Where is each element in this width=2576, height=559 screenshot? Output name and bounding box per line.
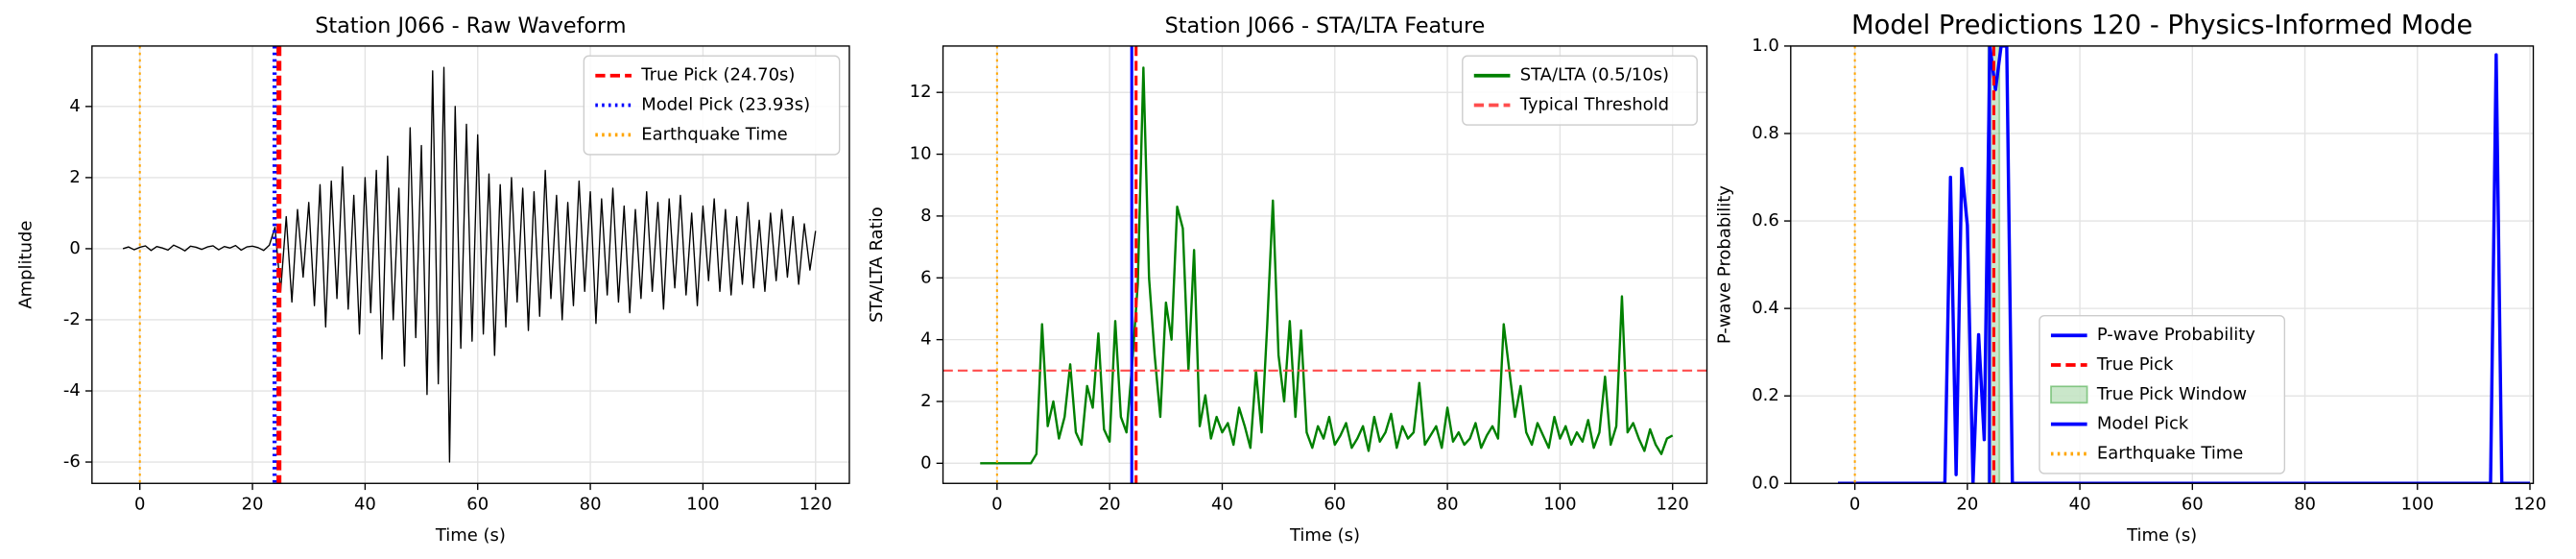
x-tick-label: 40 [2069,495,2091,515]
chart-panel: 0 20 40 60 80 100 120 -6 -4 -2 0 2 4 Station J066 - R… [15,13,850,546]
y-tick-label: 1.0 [1752,36,1779,56]
x-tick-label: 80 [1437,495,1459,515]
y-tick-label: 8 [920,206,931,226]
legend-label: Earthquake Time [2097,443,2244,463]
chart-panel: 0 20 40 60 80 100 120 0 2 4 6 8 10 12 Station J066 - S… [867,13,1708,546]
plot-area [122,45,817,484]
legend-box [2039,314,2286,474]
x-tick-label: 20 [242,495,264,515]
y-tick-label: 0 [69,238,80,258]
x-axis-label: Time (s) [2126,525,2197,546]
legend-label: True Pick [2096,354,2174,375]
plot-area [942,45,1707,484]
y-tick-label: 10 [910,144,932,164]
x-tick-label: 20 [1956,495,1978,515]
legend-swatch [2050,385,2088,404]
y-tick-label: 2 [69,167,80,187]
legend-box [1462,55,1698,126]
y-tick-label: 2 [920,391,931,411]
y-tick-label: 0.2 [1752,385,1779,405]
series-line [1838,45,2531,484]
legend: True Pick (24.70s) Model Pick (23.93s) Ear… [583,55,841,156]
legend-label: Typical Threshold [1519,95,1669,115]
axes-frame [1790,45,2535,484]
legend-label: STA/LTA (0.5/10s) [1520,65,1669,85]
y-tick-label: -2 [63,309,81,329]
x-tick-label: 60 [1324,495,1346,515]
legend: P-wave Probability True Pick True Pick Win… [2039,314,2286,474]
chart-title: Station J066 - STA/LTA Feature [1165,13,1486,38]
x-tick-label: 120 [2514,495,2546,515]
legend-label: Earthquake Time [641,124,788,144]
legend: STA/LTA (0.5/10s) Typical Threshold [1462,55,1698,126]
chart-panel: 0 20 40 60 80 100 120 0.0 0.2 0.4 0.6 0.8 1.0 Model P… [1714,11,2546,546]
legend-label: Model Pick [2097,414,2189,434]
y-tick-label: 6 [920,267,931,287]
legend-label: True Pick Window [2096,384,2247,404]
y-tick-label: 0 [920,452,931,473]
y-axis-label: Amplitude [15,221,36,309]
x-tick-label: 0 [1849,495,1860,515]
plot-area [1838,45,2531,484]
x-axis-label: Time (s) [435,525,506,546]
y-tick-label: 4 [69,96,80,116]
x-tick-label: 40 [1211,495,1233,515]
legend-label: Model Pick (23.93s) [641,95,810,115]
axes-frame [91,45,850,484]
x-tick-label: 100 [686,495,719,515]
legend-box [583,55,841,156]
y-tick-label: 4 [920,329,931,350]
x-tick-label: 60 [466,495,489,515]
y-tick-label: 0.6 [1752,210,1779,231]
y-tick-label: 0.4 [1752,298,1779,318]
x-tick-label: 0 [134,495,145,515]
y-tick-label: -4 [63,380,81,401]
x-tick-label: 120 [799,495,832,515]
y-axis-label: P-wave Probability [1714,185,1734,344]
x-axis-label: Time (s) [1289,525,1360,546]
x-tick-label: 120 [1657,495,1689,515]
x-tick-label: 0 [991,495,1002,515]
x-tick-label: 80 [2294,495,2316,515]
chart-title: Station J066 - Raw Waveform [315,13,626,38]
x-tick-label: 100 [1543,495,1576,515]
y-tick-label: 0.0 [1752,473,1779,493]
axes-frame [942,45,1708,484]
x-tick-label: 60 [2182,495,2204,515]
y-tick-label: 12 [910,82,932,102]
legend-label: True Pick (24.70s) [640,65,795,85]
series-line [980,66,1674,465]
y-tick-label: 0.8 [1752,123,1779,143]
x-tick-label: 80 [580,495,602,515]
series-line [122,66,817,463]
legend-label: P-wave Probability [2097,325,2255,345]
x-tick-label: 20 [1099,495,1121,515]
x-tick-label: 40 [354,495,376,515]
chart-title: Model Predictions 120 - Physics-Informed… [1851,11,2472,40]
x-tick-label: 100 [2401,495,2434,515]
y-tick-label: -6 [63,451,81,472]
y-axis-label: STA/LTA Ratio [867,207,887,323]
